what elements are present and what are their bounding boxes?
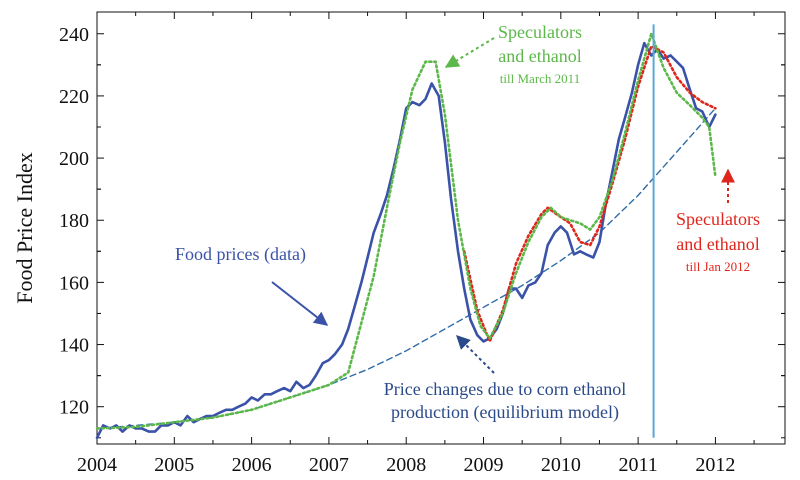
y-tick-label: 160	[59, 272, 89, 294]
y-axis: 120 140 160 180 200 220 240	[59, 24, 785, 439]
annotation-layer: Food prices (data) Speculators and ethan…	[175, 22, 760, 423]
food-prices-label: Food prices (data)	[175, 244, 306, 265]
equilibrium-label-line1: Price changes due to corn ethanol	[384, 379, 626, 399]
x-tick-label: 2004	[77, 454, 117, 476]
series-layer	[95, 24, 717, 440]
x-tick-label: 2006	[232, 454, 272, 476]
x-tick-label: 2008	[386, 454, 426, 476]
series-speculators-march-2011	[95, 32, 717, 430]
x-tick-label: 2007	[309, 454, 349, 476]
x-tick-label: 2012	[695, 454, 735, 476]
equilibrium-label-line2: production (equilibrium model)	[391, 402, 619, 423]
equilibrium-arrow	[456, 335, 495, 374]
y-tick-label: 140	[59, 335, 89, 357]
march-2011-arrow	[444, 37, 495, 68]
march-2011-label-line1: Speculators	[498, 22, 582, 42]
series-speculators-jan-2012	[462, 44, 717, 343]
x-tick-label: 2010	[541, 454, 581, 476]
march-2011-label-line3: till March 2011	[500, 71, 580, 86]
x-axis: 2004 2005 2006 2007 2008 2009 2010 2011 2012	[77, 12, 755, 476]
plot-frame	[96, 11, 786, 445]
x-tick-label: 2005	[154, 454, 194, 476]
x-tick-label: 2011	[618, 454, 657, 476]
jan-2012-label-line3: till Jan 2012	[686, 259, 750, 274]
y-tick-label: 240	[59, 24, 89, 46]
y-tick-label: 200	[59, 148, 89, 170]
march-2011-label-line2: and ethanol	[498, 46, 581, 66]
y-tick-label: 180	[59, 210, 89, 232]
y-axis-title: Food Price Index	[12, 152, 37, 304]
jan-2012-label-line1: Speculators	[676, 209, 760, 229]
y-tick-label: 120	[59, 397, 89, 419]
food-prices-arrow	[271, 281, 329, 326]
x-tick-label: 2009	[464, 454, 504, 476]
jan-2012-label-line2: and ethanol	[676, 234, 759, 254]
y-tick-label: 220	[59, 86, 89, 108]
series-food-prices-data	[95, 41, 717, 440]
